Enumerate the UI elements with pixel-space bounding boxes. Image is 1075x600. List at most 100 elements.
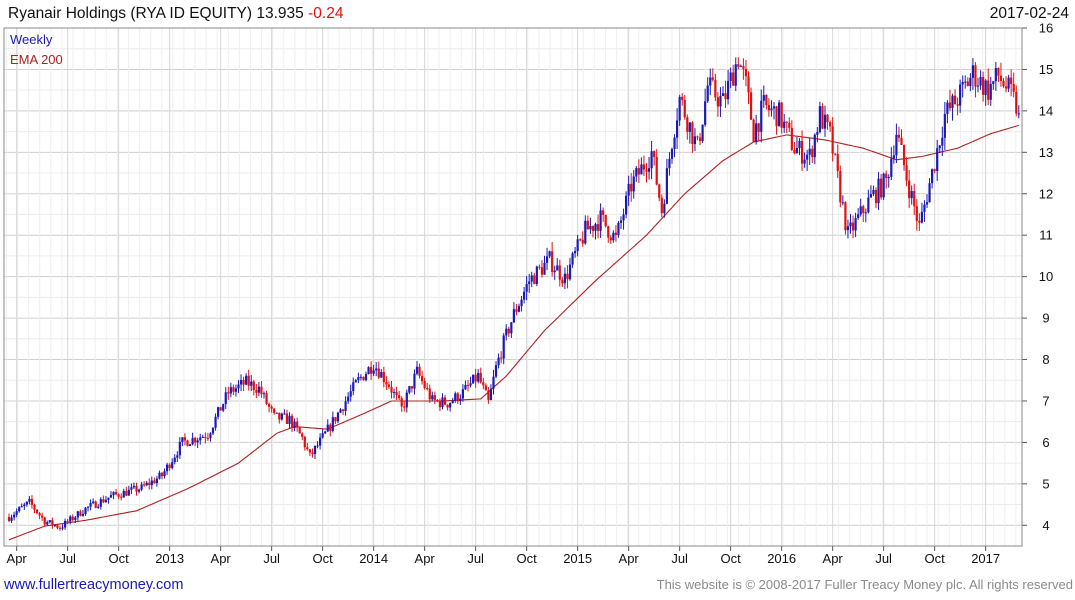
candle-body: [517, 306, 521, 312]
candle: [252, 379, 255, 396]
candle: [650, 140, 653, 180]
candle: [992, 81, 995, 90]
candle-body: [818, 106, 821, 132]
candle: [724, 80, 727, 108]
candle-body: [472, 374, 475, 384]
candle: [377, 361, 380, 380]
candle: [862, 204, 865, 223]
candle: [635, 166, 638, 182]
candle-body: [849, 222, 852, 227]
candle-body: [214, 416, 217, 428]
candle-body: [831, 126, 834, 154]
candle-body: [948, 102, 952, 109]
candle: [951, 93, 954, 121]
candle: [943, 101, 946, 151]
candle-body: [533, 275, 536, 284]
candle: [512, 302, 515, 324]
candle-body: [81, 513, 85, 516]
candle-body: [285, 413, 289, 424]
candle-body: [48, 520, 51, 523]
candle: [1007, 74, 1010, 93]
candle-body: [785, 121, 788, 123]
x-tick-label: Oct: [721, 551, 742, 566]
candle: [405, 389, 408, 413]
candle: [155, 476, 158, 487]
candle-body: [408, 386, 411, 393]
candle-body: [344, 401, 347, 411]
candle: [380, 369, 383, 378]
candle: [456, 392, 459, 404]
candle-body: [823, 114, 827, 129]
weekly-candles: [7, 57, 1020, 531]
candle-body: [925, 202, 929, 205]
candle-body: [387, 384, 391, 387]
candle-body: [166, 464, 169, 472]
candle: [285, 409, 289, 425]
candle: [540, 260, 544, 278]
candle: [94, 500, 97, 509]
candle-body: [543, 262, 546, 275]
candle-body: [688, 122, 691, 132]
candle: [704, 88, 707, 127]
candle-body: [250, 381, 253, 386]
website-link[interactable]: www.fullertreacymoney.com: [4, 577, 184, 593]
candle-body: [459, 398, 462, 402]
candle-body: [69, 516, 72, 522]
candle: [125, 486, 128, 497]
candle-body: [30, 498, 34, 505]
candle: [115, 489, 118, 496]
candle-body: [716, 97, 719, 107]
candle-body: [102, 499, 105, 503]
candle: [451, 397, 454, 404]
candle-body: [288, 415, 291, 424]
candle-body: [403, 406, 406, 408]
candle-body: [984, 80, 987, 95]
candle: [242, 376, 245, 392]
candle-body: [382, 371, 385, 383]
candle-body: [928, 183, 931, 203]
x-tick-label: Apr: [211, 551, 232, 566]
candle-body: [586, 220, 589, 230]
candle-body: [913, 191, 916, 207]
y-tick-label: 11: [1039, 228, 1053, 243]
candle-body: [744, 68, 748, 77]
candle: [882, 172, 885, 201]
candle-body: [589, 226, 592, 230]
candle-body: [920, 211, 923, 223]
candle-body: [38, 513, 41, 516]
candle: [691, 121, 694, 153]
candle-body: [686, 117, 689, 132]
candle-body: [568, 264, 572, 280]
candle-body: [698, 137, 702, 142]
candle: [545, 247, 549, 271]
candle-body: [53, 525, 56, 527]
candle: [222, 403, 225, 413]
candle: [418, 363, 421, 379]
candle: [160, 472, 164, 480]
candle: [818, 101, 821, 134]
candle: [920, 202, 923, 224]
candle-body: [874, 189, 878, 204]
candle: [140, 481, 143, 492]
candle: [984, 79, 987, 106]
candle: [515, 303, 518, 316]
candle: [270, 404, 273, 413]
candle: [268, 402, 271, 413]
candle-body: [449, 402, 452, 408]
candle: [913, 183, 916, 216]
candle-body: [969, 77, 972, 87]
candle: [97, 504, 100, 509]
candle-body: [237, 384, 240, 389]
candle: [928, 178, 931, 203]
candle: [887, 174, 890, 188]
candle: [472, 374, 475, 384]
candle-body: [959, 84, 962, 106]
candle: [1002, 78, 1005, 88]
candle-body: [574, 251, 577, 254]
candle-body: [290, 415, 294, 428]
candle-body: [576, 239, 579, 252]
candle: [897, 126, 901, 142]
candle-body: [966, 81, 969, 87]
candle-body: [224, 392, 227, 405]
candle-body: [553, 270, 556, 273]
